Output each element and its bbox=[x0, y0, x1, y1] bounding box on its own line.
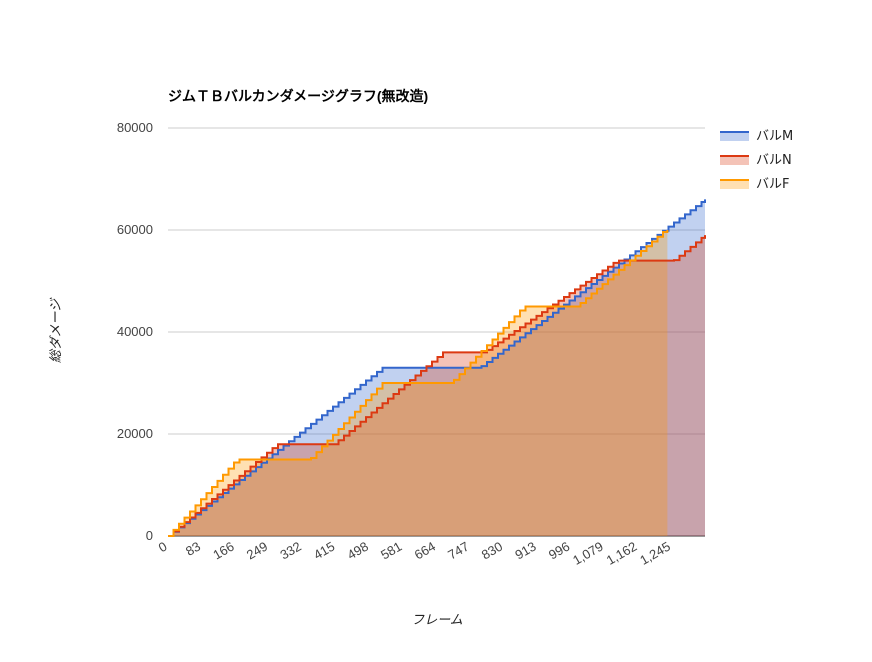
y-tick-label: 60000 bbox=[117, 222, 153, 237]
series-line bbox=[168, 235, 706, 537]
x-tick-label: 166 bbox=[210, 539, 236, 563]
x-tick-label: 664 bbox=[412, 539, 438, 563]
legend-label: バルF bbox=[756, 177, 789, 192]
x-axis-ticks: 0 83 166 249 332 415 498 581 664 747 830 913 9961,07… bbox=[156, 539, 673, 568]
x-tick-label: 83 bbox=[183, 539, 203, 559]
y-axis-label: 総ダメージ bbox=[49, 297, 64, 363]
x-tick-label: 0 bbox=[156, 539, 170, 556]
y-tick-label: 80000 bbox=[117, 120, 153, 135]
x-tick-label: 1,162 bbox=[604, 539, 640, 568]
x-tick-label: 415 bbox=[311, 539, 337, 563]
chart-title: ジムＴＢバルカンダメージグラフ(無改造) bbox=[168, 88, 428, 104]
legend-swatch bbox=[720, 180, 749, 189]
x-tick-label: 332 bbox=[277, 539, 303, 563]
y-tick-label: 0 bbox=[146, 528, 153, 543]
gridlines bbox=[168, 127, 705, 537]
series-area bbox=[168, 235, 705, 536]
x-axis-label: フレーム bbox=[411, 613, 463, 628]
x-tick-label: 498 bbox=[345, 539, 371, 563]
x-tick-label: 1,079 bbox=[570, 539, 606, 568]
series-line bbox=[168, 230, 669, 537]
series-lines bbox=[168, 199, 706, 537]
x-tick-label: 747 bbox=[445, 539, 471, 563]
x-tick-label: 249 bbox=[244, 539, 270, 563]
x-tick-label: 830 bbox=[479, 539, 505, 563]
legend: バルM バルN バルF bbox=[720, 129, 793, 192]
legend-label: バルN bbox=[756, 153, 792, 168]
x-tick-label: 996 bbox=[546, 539, 572, 563]
legend-swatch bbox=[720, 132, 749, 141]
x-tick-label: 1,245 bbox=[637, 539, 673, 568]
y-tick-label: 40000 bbox=[117, 324, 153, 339]
x-tick-label: 581 bbox=[378, 539, 404, 563]
legend-label: バルM bbox=[756, 129, 793, 144]
x-tick-label: 913 bbox=[512, 539, 538, 563]
legend-swatch bbox=[720, 156, 749, 165]
y-tick-label: 20000 bbox=[117, 426, 153, 441]
y-axis-ticks: 0 20000 40000 60000 80000 bbox=[117, 120, 153, 543]
